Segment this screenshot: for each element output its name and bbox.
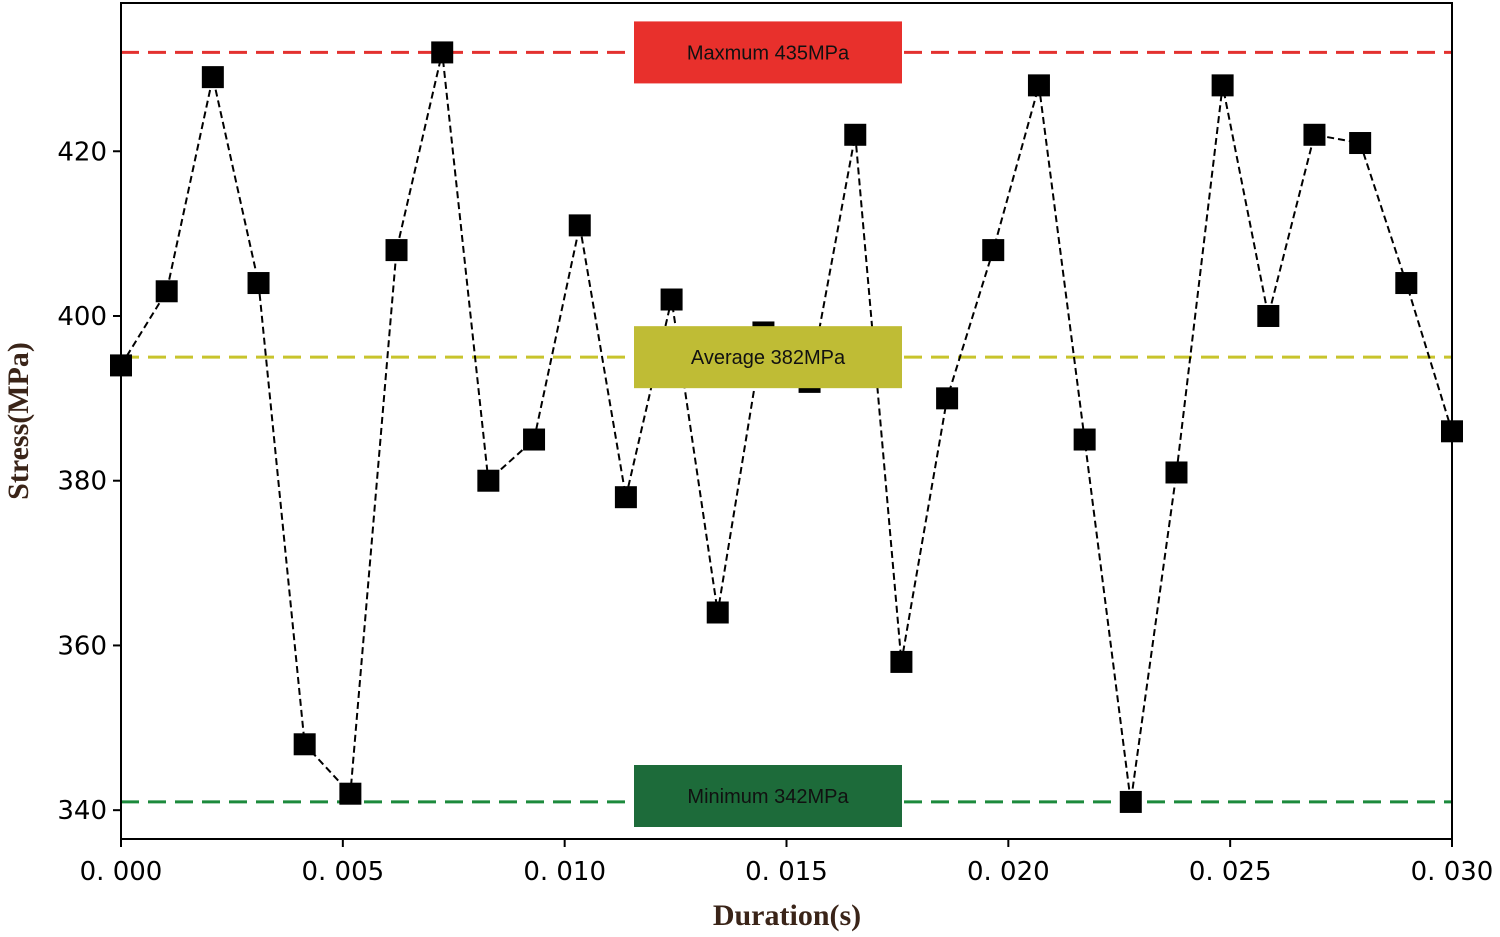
reference-label-2: Minimum 342MPa	[687, 786, 849, 808]
y-tick-label: 400	[57, 302, 107, 332]
x-axis: 0. 000 0. 005 0. 010 0. 015 0. 020 0. 025 0. 0…	[80, 839, 1494, 887]
data-point	[660, 288, 683, 311]
data-point	[844, 123, 867, 146]
data-point	[201, 66, 224, 89]
series-markers	[110, 41, 1463, 813]
reference-label-0: Maxmum 435MPa	[687, 42, 850, 64]
reference-label-boxes: Maxmum 435MPa Average 382MPa Minimum 342MP…	[634, 21, 902, 827]
x-axis-title: Duration(s)	[713, 899, 861, 932]
data-point	[1027, 74, 1050, 97]
data-point	[1257, 304, 1280, 327]
reference-label-box-0	[634, 21, 902, 84]
data-point	[339, 782, 362, 805]
reference-label-box-2	[634, 765, 902, 827]
reference-label-1: Average 382MPa	[691, 347, 846, 369]
data-point	[247, 272, 270, 295]
data-point	[385, 239, 408, 262]
data-point	[477, 469, 500, 492]
y-tick-label: 420	[57, 137, 107, 167]
x-tick-label: 0. 030	[1411, 857, 1494, 887]
y-axis-title: Stress(MPa)	[2, 342, 35, 500]
data-point	[1395, 272, 1418, 295]
data-point	[1165, 461, 1188, 484]
data-point	[936, 387, 959, 410]
data-point	[1211, 74, 1234, 97]
data-point	[1073, 428, 1096, 451]
x-tick-label: 0. 000	[80, 857, 163, 887]
data-point	[523, 428, 546, 451]
data-point	[1303, 123, 1326, 146]
data-point	[293, 733, 316, 756]
data-point	[568, 214, 591, 237]
data-point	[1349, 132, 1372, 155]
x-tick-label: 0. 005	[301, 857, 384, 887]
y-axis: 340 360 380 400 420	[57, 137, 121, 826]
plot-area	[121, 3, 1452, 839]
x-tick-label: 0. 015	[745, 857, 828, 887]
data-point	[1119, 790, 1142, 813]
y-tick-label: 360	[57, 631, 107, 661]
y-tick-label: 340	[57, 796, 107, 826]
data-point	[431, 41, 454, 64]
data-point	[614, 486, 637, 509]
data-point	[982, 239, 1005, 262]
x-tick-label: 0. 020	[967, 857, 1050, 887]
data-point	[706, 601, 729, 624]
y-tick-label: 380	[57, 467, 107, 497]
x-tick-label: 0. 025	[1189, 857, 1272, 887]
x-tick-label: 0. 010	[523, 857, 606, 887]
reference-label-box-1	[634, 326, 902, 389]
data-point	[155, 280, 178, 303]
data-point	[890, 650, 913, 673]
